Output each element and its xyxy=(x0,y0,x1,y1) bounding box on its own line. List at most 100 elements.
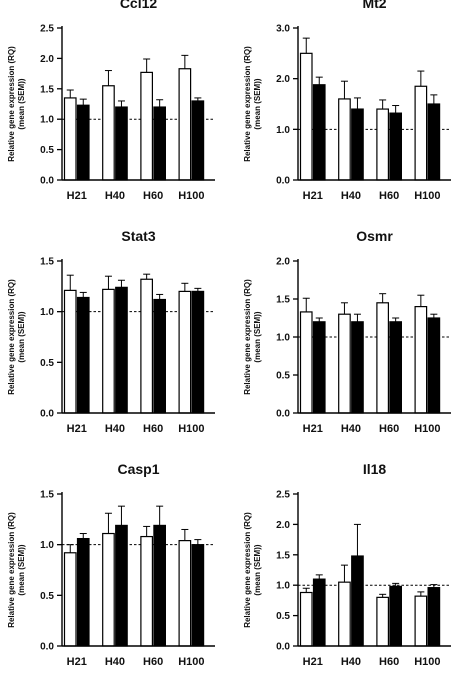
chart-title: Stat3 xyxy=(121,228,155,244)
bar-open-h40 xyxy=(102,85,115,181)
bar-filled-h40 xyxy=(115,524,128,647)
bar-open-h60 xyxy=(376,108,389,181)
y-tick-label: 0.0 xyxy=(276,409,290,420)
bar-filled-h21 xyxy=(76,537,90,647)
bar-open-h100 xyxy=(414,85,428,181)
y-tick-label: 1.0 xyxy=(40,115,54,126)
bar-filled-h60 xyxy=(389,112,402,181)
bar-filled-h21 xyxy=(312,578,326,647)
y-tick-label: 1.0 xyxy=(276,333,290,344)
chart-panel-stat3: Stat3 Relative gene expression (RQ) (mean … xyxy=(7,228,215,435)
chart-title: Mt2 xyxy=(362,0,386,11)
x-tick-label: H21 xyxy=(303,423,323,435)
y-tick-label: 1.0 xyxy=(276,125,290,136)
bar-filled-h60 xyxy=(153,298,166,414)
y-axis-label-unit: (mean (SEM)) xyxy=(253,311,262,362)
bar-open-h21 xyxy=(63,97,77,181)
y-tick-label: 1.5 xyxy=(276,550,290,561)
y-tick-label: 2.0 xyxy=(276,74,290,85)
y-tick-label: 0.5 xyxy=(40,591,54,602)
y-tick-label: 1.5 xyxy=(276,295,290,306)
x-tick-label: H100 xyxy=(414,190,440,202)
bar-filled-h100 xyxy=(427,587,441,647)
x-tick-label: H21 xyxy=(67,656,87,668)
x-tick-label: H40 xyxy=(341,423,361,435)
bar-filled-h21 xyxy=(76,296,90,414)
chart-panel-il18: Il18 Relative gene expression (RQ) (mean (… xyxy=(243,461,451,668)
bar-filled-h60 xyxy=(389,585,402,647)
bar-open-h60 xyxy=(376,302,389,414)
x-tick-label: H40 xyxy=(341,190,361,202)
x-tick-label: H60 xyxy=(379,656,399,668)
y-axis-label-unit: (mean (SEM)) xyxy=(17,544,26,595)
y-tick-label: 1.5 xyxy=(40,84,54,95)
bar-open-h100 xyxy=(178,290,192,414)
y-axis-label-unit: (mean (SEM)) xyxy=(253,544,262,595)
bar-filled-h40 xyxy=(351,108,364,181)
y-tick-label: 1.5 xyxy=(40,257,54,268)
bar-filled-h60 xyxy=(153,524,166,647)
bar-filled-h100 xyxy=(427,103,441,181)
y-tick-label: 3.0 xyxy=(276,24,290,35)
y-tick-label: 0.5 xyxy=(276,371,290,382)
bar-open-h21 xyxy=(63,289,77,414)
bar-filled-h100 xyxy=(191,100,205,181)
y-tick-label: 0.0 xyxy=(276,642,290,653)
bar-filled-h21 xyxy=(76,104,90,181)
x-tick-label: H100 xyxy=(178,423,204,435)
y-tick-label: 0.5 xyxy=(276,611,290,622)
bar-filled-h100 xyxy=(191,544,205,647)
bar-open-h100 xyxy=(178,540,192,647)
y-axis-label: Relative gene expression (RQ) xyxy=(243,512,252,628)
y-tick-label: 0.5 xyxy=(40,145,54,156)
bar-open-h40 xyxy=(338,313,351,414)
bar-filled-h40 xyxy=(351,555,364,647)
x-tick-label: H40 xyxy=(105,423,125,435)
chart-panel-casp1: Casp1 Relative gene expression (RQ) (mean … xyxy=(7,461,215,668)
y-tick-label: 1.0 xyxy=(40,540,54,551)
y-axis-label: Relative gene expression (RQ) xyxy=(7,279,16,395)
chart-title: Il18 xyxy=(363,461,387,477)
bar-open-h60 xyxy=(140,71,153,181)
bar-open-h100 xyxy=(414,306,428,414)
bar-open-h40 xyxy=(338,98,351,181)
bar-filled-h21 xyxy=(312,321,326,414)
y-axis-label: Relative gene expression (RQ) xyxy=(7,46,16,162)
y-tick-label: 2.5 xyxy=(40,24,54,35)
bar-open-h21 xyxy=(299,52,313,181)
chart-panel-ccl12: Ccl12 Relative gene expression (RQ) (mean … xyxy=(7,0,215,202)
bar-filled-h100 xyxy=(427,317,441,414)
bar-open-h60 xyxy=(140,278,153,414)
chart-panel-mt2: Mt2 Relative gene expression (RQ) (mean (S… xyxy=(243,0,451,202)
x-tick-label: H60 xyxy=(143,423,163,435)
y-axis-label: Relative gene expression (RQ) xyxy=(7,512,16,628)
x-tick-label: H100 xyxy=(414,656,440,668)
y-tick-label: 2.0 xyxy=(276,257,290,268)
bar-filled-h60 xyxy=(153,106,166,181)
bar-open-h21 xyxy=(63,552,77,647)
bar-open-h40 xyxy=(102,288,115,414)
y-tick-label: 0.0 xyxy=(40,642,54,653)
bar-filled-h40 xyxy=(115,286,128,414)
y-tick-label: 0.0 xyxy=(40,176,54,187)
chart-title: Casp1 xyxy=(117,461,159,477)
bar-filled-h40 xyxy=(351,321,364,414)
x-tick-label: H60 xyxy=(143,656,163,668)
x-tick-label: H21 xyxy=(303,656,323,668)
x-tick-label: H21 xyxy=(67,423,87,435)
y-axis-label-unit: (mean (SEM)) xyxy=(17,311,26,362)
x-tick-label: H40 xyxy=(341,656,361,668)
bar-open-h21 xyxy=(299,311,313,414)
y-tick-label: 1.5 xyxy=(40,490,54,501)
bar-filled-h100 xyxy=(191,290,205,414)
y-axis-label-unit: (mean (SEM)) xyxy=(17,78,26,129)
bar-open-h40 xyxy=(102,532,115,647)
bar-filled-h21 xyxy=(312,84,326,181)
chart-title: Osmr xyxy=(356,228,393,244)
y-tick-label: 2.0 xyxy=(40,54,54,65)
bar-open-h100 xyxy=(178,68,192,181)
bar-open-h21 xyxy=(299,591,313,647)
bar-filled-h40 xyxy=(115,106,128,181)
y-axis-label: Relative gene expression (RQ) xyxy=(243,46,252,162)
